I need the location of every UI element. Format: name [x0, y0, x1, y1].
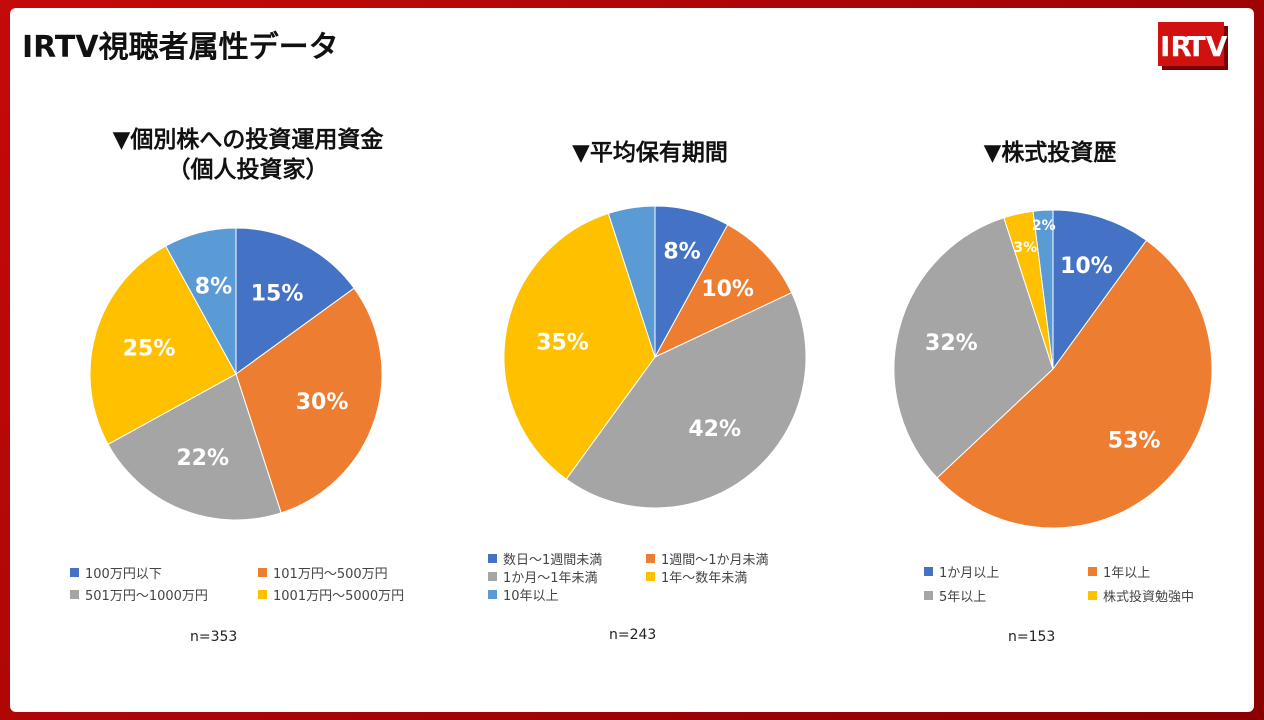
chart1-slice-4-label: 25% — [123, 337, 176, 362]
chart2-slice-3 — [565, 292, 807, 509]
legend-swatch — [924, 591, 933, 600]
chart1-title-line1: ▼個別株への投資運用資金 — [112, 127, 384, 153]
chart1-slice-1-label: 15% — [251, 281, 304, 306]
chart2-slice-5 — [607, 205, 656, 358]
legend-swatch — [488, 554, 497, 563]
chart1-slice-2-label: 30% — [296, 390, 349, 415]
chart3-slice-2-label: 53% — [1108, 429, 1161, 454]
chart1-slice-3-label: 22% — [176, 446, 229, 471]
legend-swatch — [258, 590, 267, 599]
legend-label: 1か月〜1年未満 — [503, 571, 598, 586]
chart2-slice-2-label: 10% — [701, 277, 754, 302]
chart2-slice-2 — [653, 223, 793, 359]
chart1-legend-item: 1001万円〜5000万円 — [258, 585, 404, 604]
chart1-slice-5-label: 8% — [195, 274, 232, 299]
chart3-sample-size: n=153 — [1008, 629, 1056, 645]
chart3-slice-1-label: 10% — [1060, 254, 1113, 279]
legend-label: 100万円以下 — [85, 567, 162, 582]
chart3-title: ▼株式投資歴 — [940, 138, 1160, 168]
legend-label: 数日〜1週間未満 — [503, 553, 603, 568]
legend-label: 1週間〜1か月未満 — [661, 553, 769, 568]
chart3-slice-3-label: 32% — [925, 331, 978, 356]
chart3-title-line1: ▼株式投資歴 — [983, 140, 1117, 166]
logo-text-tv: TV — [1187, 30, 1228, 63]
legend-swatch — [646, 554, 655, 563]
page-title: IRTV視聴者属性データ — [22, 30, 339, 65]
chart3-slice-3 — [893, 217, 1054, 479]
chart2-title: ▼平均保有期間 — [530, 138, 770, 168]
chart3-slice-1 — [1052, 209, 1148, 371]
chart2-legend-item: 10年以上 — [488, 585, 559, 604]
chart1-legend-item: 100万円以下 — [70, 563, 162, 582]
legend-label: 5年以上 — [939, 590, 987, 605]
chart2-title-line1: ▼平均保有期間 — [572, 140, 728, 166]
legend-swatch — [258, 568, 267, 577]
chart2-slice-1-label: 8% — [663, 240, 700, 265]
legend-swatch — [70, 590, 79, 599]
chart1-legend-item: 501万円〜1000万円 — [70, 585, 208, 604]
legend-swatch — [1088, 567, 1097, 576]
chart2-legend-item: 数日〜1週間未満 — [488, 549, 602, 568]
chart3-legend-item: 1か月以上 — [924, 562, 999, 581]
chart3-legend-item: 5年以上 — [924, 586, 986, 605]
legend-label: 1年以上 — [1103, 566, 1151, 581]
chart2-legend-item: 1か月〜1年未満 — [488, 567, 598, 586]
chart3-slice-5-label: 2% — [1032, 218, 1056, 234]
legend-label: 1か月以上 — [939, 566, 1000, 581]
chart1-slice-2 — [235, 287, 383, 514]
slide: IRTV視聴者属性データ IR TV ▼個別株への投資運用資金 （個人投資家） … — [10, 8, 1254, 712]
chart1-title: ▼個別株への投資運用資金 （個人投資家） — [78, 125, 418, 185]
chart1-slice-1 — [235, 227, 355, 375]
chart3-legend-item: 1年以上 — [1088, 562, 1150, 581]
chart3-legend-item: 株式投資勉強中 — [1088, 586, 1194, 605]
legend-swatch — [924, 567, 933, 576]
legend-swatch — [70, 568, 79, 577]
legend-label: 1001万円〜5000万円 — [273, 589, 405, 604]
chart2-slice-3-label: 42% — [688, 417, 741, 442]
chart1-sample-size: n=353 — [190, 629, 238, 645]
legend-label: 株式投資勉強中 — [1103, 590, 1195, 605]
chart2-legend-item: 1週間〜1か月未満 — [646, 549, 769, 568]
legend-swatch — [488, 590, 497, 599]
chart2-slice-4-label: 35% — [536, 330, 589, 355]
chart2-legend-item: 1年～数年未満 — [646, 567, 747, 586]
legend-label: 501万円〜1000万円 — [85, 589, 208, 604]
chart3-slice-4-label: 3% — [1013, 240, 1037, 256]
chart1-title-line2: （個人投資家） — [167, 157, 329, 183]
legend-label: 101万円〜500万円 — [273, 567, 388, 582]
irtv-logo: IR TV — [1158, 22, 1228, 70]
legend-label: 1年～数年未満 — [661, 571, 748, 586]
legend-label: 10年以上 — [503, 589, 559, 604]
chart3-slice-5 — [1032, 209, 1054, 370]
logo-text-ir: IR — [1160, 30, 1192, 63]
legend-swatch — [1088, 591, 1097, 600]
pie-charts-canvas: 15%30%22%25%8%8%10%42%35%10%53%32%3%2% — [89, 205, 1213, 529]
chart2-sample-size: n=243 — [609, 627, 657, 643]
legend-swatch — [488, 572, 497, 581]
chart3-slice-2 — [936, 239, 1213, 529]
chart2-slice-4 — [503, 212, 656, 480]
chart1-slice-3 — [107, 373, 282, 521]
chart1-slice-5 — [164, 227, 237, 375]
chart1-slice-4 — [89, 245, 237, 446]
chart1-legend-item: 101万円〜500万円 — [258, 563, 388, 582]
legend-swatch — [646, 572, 655, 581]
